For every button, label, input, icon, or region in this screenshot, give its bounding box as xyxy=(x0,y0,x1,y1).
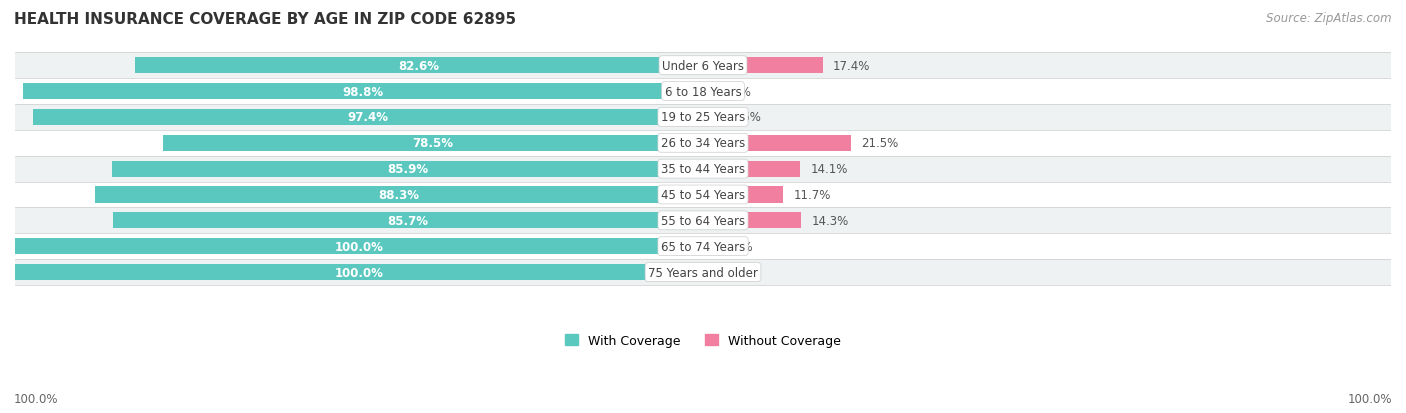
Bar xyxy=(15,239,703,254)
Text: 85.7%: 85.7% xyxy=(388,214,429,227)
Text: 100.0%: 100.0% xyxy=(335,240,384,253)
Bar xyxy=(24,84,703,100)
Text: 100.0%: 100.0% xyxy=(1347,392,1392,405)
Bar xyxy=(96,187,703,203)
Text: 35 to 44 Years: 35 to 44 Years xyxy=(661,163,745,176)
Text: 11.7%: 11.7% xyxy=(794,188,831,202)
Bar xyxy=(15,234,1391,259)
Bar xyxy=(703,213,801,229)
Bar xyxy=(15,264,703,280)
Text: 14.3%: 14.3% xyxy=(811,214,849,227)
Text: 55 to 64 Years: 55 to 64 Years xyxy=(661,214,745,227)
Text: HEALTH INSURANCE COVERAGE BY AGE IN ZIP CODE 62895: HEALTH INSURANCE COVERAGE BY AGE IN ZIP … xyxy=(14,12,516,27)
Text: 14.1%: 14.1% xyxy=(810,163,848,176)
Text: 100.0%: 100.0% xyxy=(335,266,384,279)
Bar xyxy=(15,259,1391,285)
Text: 19 to 25 Years: 19 to 25 Years xyxy=(661,111,745,124)
Text: 6 to 18 Years: 6 to 18 Years xyxy=(665,85,741,98)
Bar xyxy=(135,58,703,74)
Text: 1.2%: 1.2% xyxy=(721,85,751,98)
Text: 0.0%: 0.0% xyxy=(724,240,754,253)
Text: 65 to 74 Years: 65 to 74 Years xyxy=(661,240,745,253)
Bar xyxy=(163,135,703,152)
Bar xyxy=(703,84,711,100)
Text: 26 to 34 Years: 26 to 34 Years xyxy=(661,137,745,150)
Text: 82.6%: 82.6% xyxy=(398,59,439,73)
Text: 17.4%: 17.4% xyxy=(832,59,870,73)
Text: 97.4%: 97.4% xyxy=(347,111,388,124)
Bar xyxy=(15,79,1391,105)
Bar xyxy=(15,105,1391,131)
Bar xyxy=(32,109,703,126)
Text: Source: ZipAtlas.com: Source: ZipAtlas.com xyxy=(1267,12,1392,25)
Bar xyxy=(703,58,823,74)
Bar xyxy=(15,208,1391,234)
Text: 21.5%: 21.5% xyxy=(862,137,898,150)
Text: 75 Years and older: 75 Years and older xyxy=(648,266,758,279)
Text: 0.0%: 0.0% xyxy=(724,266,754,279)
Bar xyxy=(15,182,1391,208)
Text: Under 6 Years: Under 6 Years xyxy=(662,59,744,73)
Bar xyxy=(703,135,851,152)
Bar xyxy=(703,187,783,203)
Bar xyxy=(15,157,1391,182)
Text: 98.8%: 98.8% xyxy=(343,85,384,98)
Bar xyxy=(114,213,703,229)
Bar xyxy=(703,161,800,177)
Bar xyxy=(15,53,1391,79)
Text: 100.0%: 100.0% xyxy=(14,392,59,405)
Bar xyxy=(15,131,1391,157)
Text: 2.6%: 2.6% xyxy=(731,111,761,124)
Bar xyxy=(703,109,721,126)
Legend: With Coverage, Without Coverage: With Coverage, Without Coverage xyxy=(561,329,845,352)
Text: 45 to 54 Years: 45 to 54 Years xyxy=(661,188,745,202)
Text: 78.5%: 78.5% xyxy=(412,137,454,150)
Text: 88.3%: 88.3% xyxy=(378,188,420,202)
Text: 85.9%: 85.9% xyxy=(387,163,427,176)
Bar xyxy=(112,161,703,177)
